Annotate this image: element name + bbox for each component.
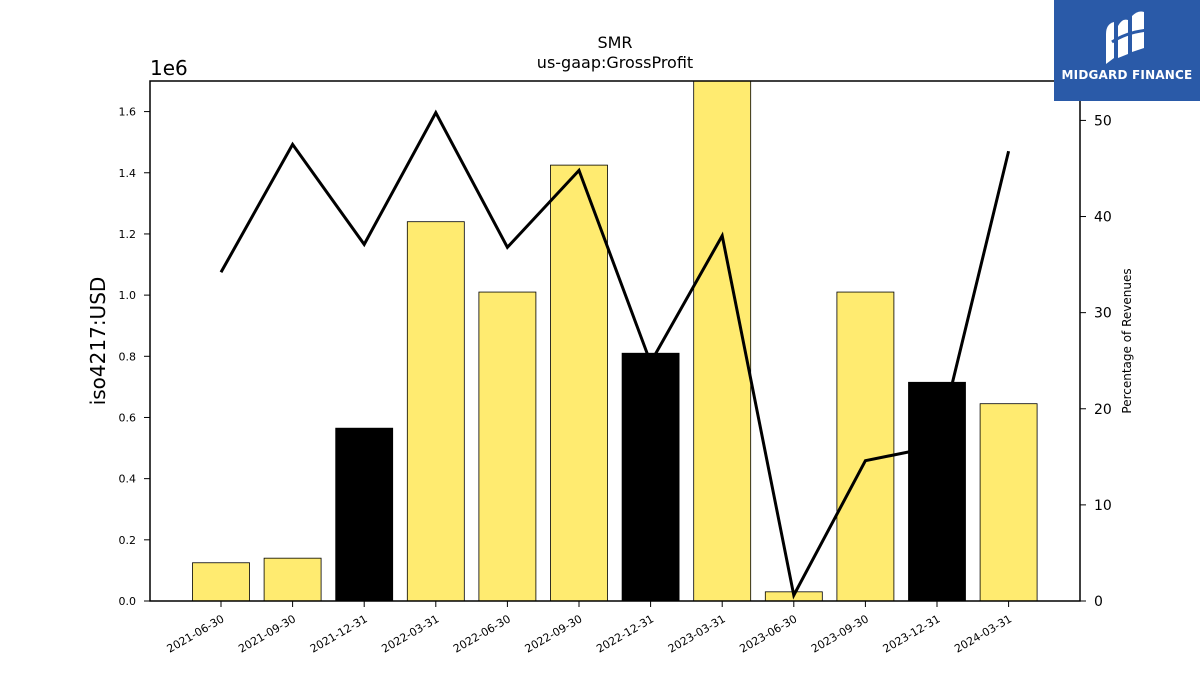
- y-right-tick-label: 0: [1094, 594, 1103, 610]
- y-right-tick-label: 20: [1094, 402, 1112, 418]
- x-tick-label: 2022-06-30: [451, 612, 513, 655]
- company-logo: MIDGARD FINANCE: [1054, 0, 1200, 101]
- y-tick-label: 1.6: [119, 106, 137, 119]
- bar-2023-03-31: [693, 80, 752, 602]
- y-scale-label: 1e6: [150, 56, 188, 80]
- bar-2021-06-30: [192, 562, 250, 602]
- y-right-tick-label: 40: [1094, 210, 1112, 226]
- chart-subtitle: us-gaap:GrossProfit: [537, 53, 693, 72]
- line-series: [219, 109, 1011, 600]
- y-right-tick-label: 10: [1094, 498, 1112, 514]
- bar-2022-06-30: [478, 291, 537, 602]
- bar-2021-09-30: [263, 557, 322, 602]
- bar-2023-09-30: [836, 291, 895, 602]
- y-tick-label: 0.4: [119, 473, 137, 486]
- bar-2021-12-31: [335, 427, 394, 602]
- y-tick-label: 0.6: [119, 411, 137, 424]
- x-tick-label: 2022-03-31: [379, 612, 441, 655]
- y-tick-label: 0.2: [119, 534, 137, 547]
- x-tick-label: 2022-12-31: [594, 612, 656, 655]
- bar-2023-12-31: [908, 381, 966, 602]
- y-tick-label: 1.0: [119, 289, 137, 302]
- logo-mark-icon: [1106, 11, 1149, 64]
- x-tick-label: 2022-09-30: [523, 612, 585, 655]
- plot-frame: [149, 80, 1081, 602]
- percentage-line: [219, 109, 1011, 600]
- bar-2022-12-31: [621, 352, 680, 602]
- bar-2022-09-30: [550, 164, 608, 602]
- y-right-axis-label: Percentage of Revenues: [1120, 268, 1134, 413]
- y-tick-label: 0.8: [119, 350, 137, 363]
- logo-text: MIDGARD FINANCE: [1061, 68, 1193, 82]
- x-tick-label: 2023-06-30: [737, 612, 799, 655]
- x-tick-label: 2021-12-31: [308, 612, 370, 655]
- x-tick-label: 2023-12-31: [881, 612, 943, 655]
- x-tick-label: 2021-09-30: [236, 612, 298, 655]
- x-tick-label: 2023-03-31: [666, 612, 728, 655]
- bar-series: [192, 80, 1038, 602]
- y-right-tick-label: 30: [1094, 306, 1112, 322]
- x-tick-label: 2023-09-30: [809, 612, 871, 655]
- bar-2022-03-31: [406, 221, 465, 602]
- bar-2024-03-31: [979, 403, 1038, 602]
- y-tick-label: 1.4: [119, 167, 137, 180]
- y-axis-label: iso4217:USD: [86, 277, 110, 406]
- x-tick-label: 2021-06-30: [165, 612, 227, 655]
- y-right-tick-label: 50: [1094, 113, 1112, 129]
- chart-title: SMR: [597, 33, 632, 52]
- y-tick-label: 0.0: [119, 595, 137, 608]
- y-tick-label: 1.2: [119, 228, 137, 241]
- x-tick-label: 2024-03-31: [952, 612, 1014, 655]
